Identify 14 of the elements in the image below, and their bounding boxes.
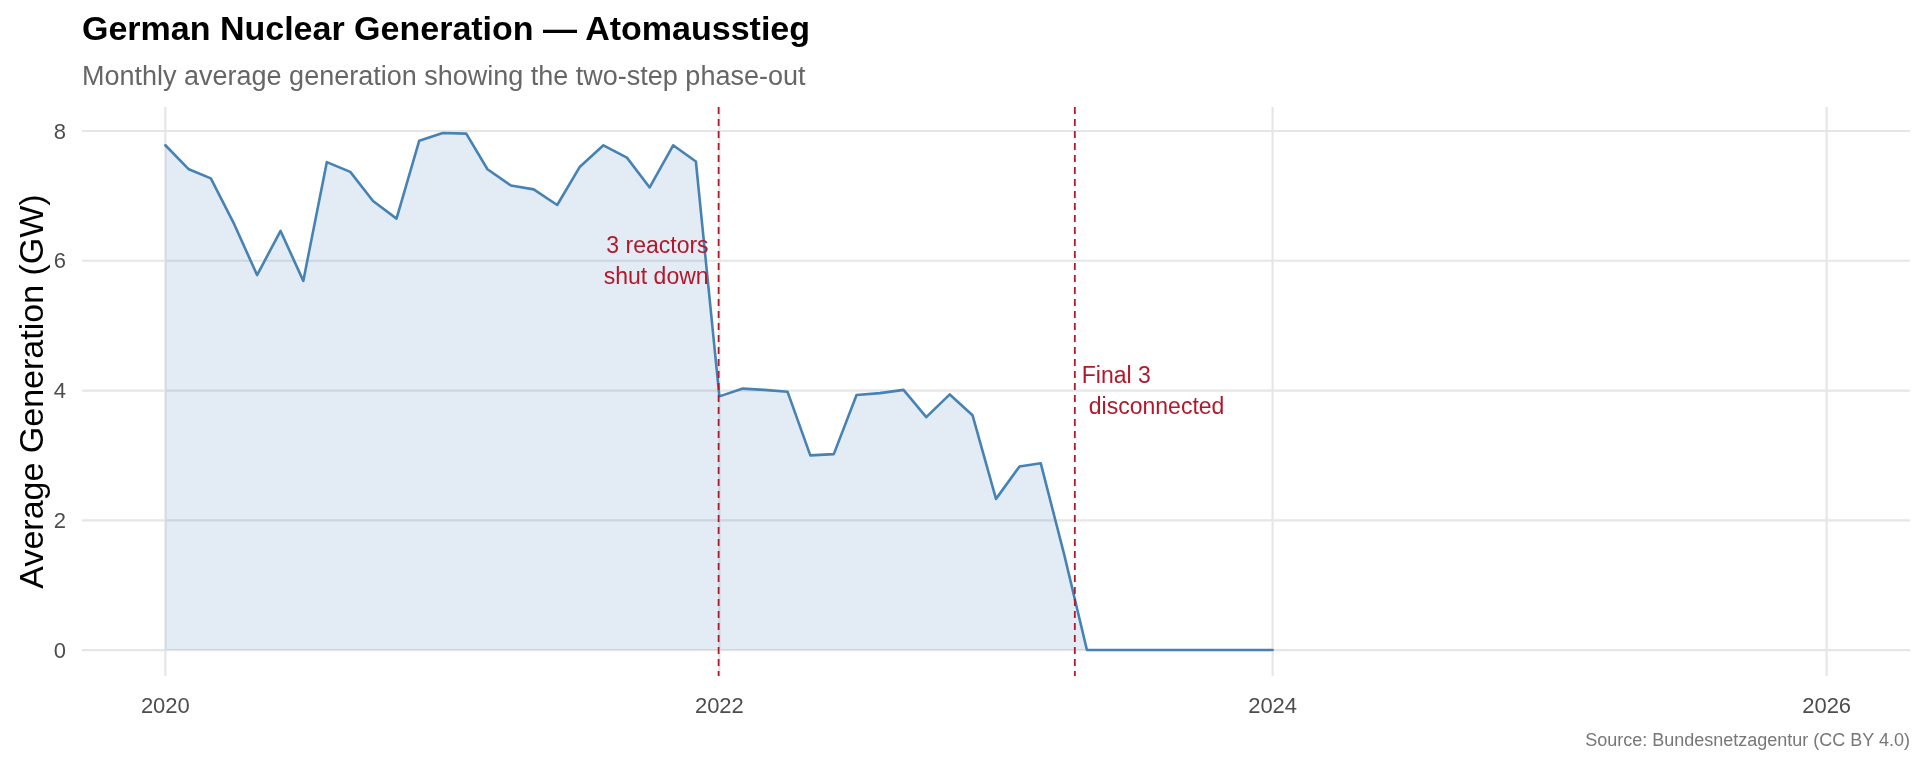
y-tick-label: 2 [53, 507, 66, 533]
x-tick-label: 2022 [694, 693, 744, 718]
chart-title: German Nuclear Generation — Atomausstieg [82, 9, 811, 47]
x-tick-label: 2024 [1248, 693, 1298, 718]
x-tick-label: 2020 [140, 693, 190, 718]
y-tick-label: 8 [53, 118, 66, 144]
x-tick-label: 2026 [1802, 693, 1852, 718]
y-tick-label: 4 [53, 378, 66, 404]
y-tick-label: 6 [53, 248, 66, 274]
chart-subtitle: Monthly average generation showing the two-step phase-out [82, 61, 806, 91]
y-axis-title: Average Generation (GW) [11, 194, 50, 589]
annotation: Final 3 disconnected [1081, 362, 1225, 420]
source-note: Source: Bundesnetzagentur (CC BY 4.0) [1585, 730, 1910, 750]
y-tick-label: 0 [53, 637, 66, 663]
